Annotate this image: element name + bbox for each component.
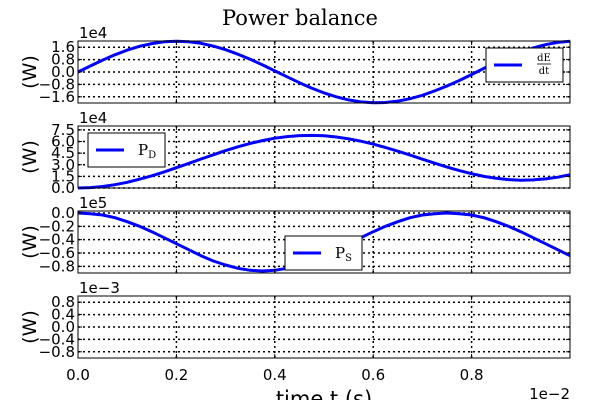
y-tick-label: 0.4 [51, 306, 75, 324]
legend: PS [284, 235, 363, 271]
y-tick-label: 7.5 [51, 121, 75, 139]
x-tick-label: 0.0 [66, 366, 90, 384]
chart-title: Power balance [222, 6, 378, 30]
panel-frame [77, 210, 571, 274]
x-tick-label: 0.6 [361, 366, 385, 384]
y-tick-label: 6.0 [51, 133, 75, 151]
y-tick-label: −0.4 [39, 330, 75, 348]
y-tick-label: −0.2 [39, 217, 75, 235]
y-tick-label: 0.8 [51, 293, 75, 311]
legend: dE dt [485, 47, 564, 83]
y-tick-label: 0.0 [51, 204, 75, 222]
legend-label-denominator: dt [539, 66, 549, 77]
y-tick-label: −0.8 [39, 75, 75, 93]
x-axis-multiplier: 1e−2 [529, 385, 570, 400]
y-axis-multiplier: 1e4 [79, 24, 107, 42]
y-axis-label: (W) [19, 140, 41, 174]
y-axis-label: (W) [19, 310, 41, 344]
y-tick-label: −1.6 [39, 88, 75, 106]
y-axis-label: (W) [19, 55, 41, 89]
y-tick-label: −0.4 [39, 231, 75, 249]
y-axis-multiplier: 1e−3 [79, 279, 120, 297]
y-tick-label: 0.8 [51, 51, 75, 69]
y-tick-label: 1.5 [51, 167, 75, 185]
y-tick-label: 3.0 [51, 156, 75, 174]
y-tick-label: 4.5 [51, 144, 75, 162]
x-tick-label: 0.8 [460, 366, 484, 384]
legend: PD [87, 132, 166, 168]
legend-label-numerator: dE [537, 53, 551, 64]
legend-label: PD [138, 141, 156, 161]
y-tick-label: 1.6 [51, 38, 75, 56]
y-tick-label: 0.0 [51, 179, 75, 197]
y-tick-label: −0.6 [39, 244, 75, 262]
panel-1: 1.60.80.0−0.8−1.6 1e4 (W) dE dt [19, 24, 571, 106]
x-tick-label: 0.2 [164, 366, 188, 384]
x-tick-label: 0.4 [263, 366, 287, 384]
series-line-PD [77, 133, 571, 190]
panel-3: 0.0−0.2−0.4−0.6−0.8 1e5 (W) PS [19, 194, 571, 275]
panel-2: 7.56.04.53.01.50.0 1e4 (W) PD [19, 109, 571, 197]
x-axis-label: time t (s) [276, 387, 372, 400]
legend-label: PS [335, 244, 352, 264]
y-axis-multiplier: 1e4 [79, 109, 107, 127]
y-tick-label: −0.8 [39, 257, 75, 275]
y-tick-label: −0.8 [39, 343, 75, 361]
y-axis-multiplier: 1e5 [79, 194, 107, 212]
y-tick-label: 0.0 [51, 63, 75, 81]
y-tick-label: 0.0 [51, 318, 75, 336]
y-axis-label: (W) [19, 225, 41, 259]
panel-frame [77, 125, 571, 189]
panel-4: 0.80.40.0−0.4−0.81e−3(W)0.0 0.2 0.4 0.6 0.8 [19, 279, 571, 384]
